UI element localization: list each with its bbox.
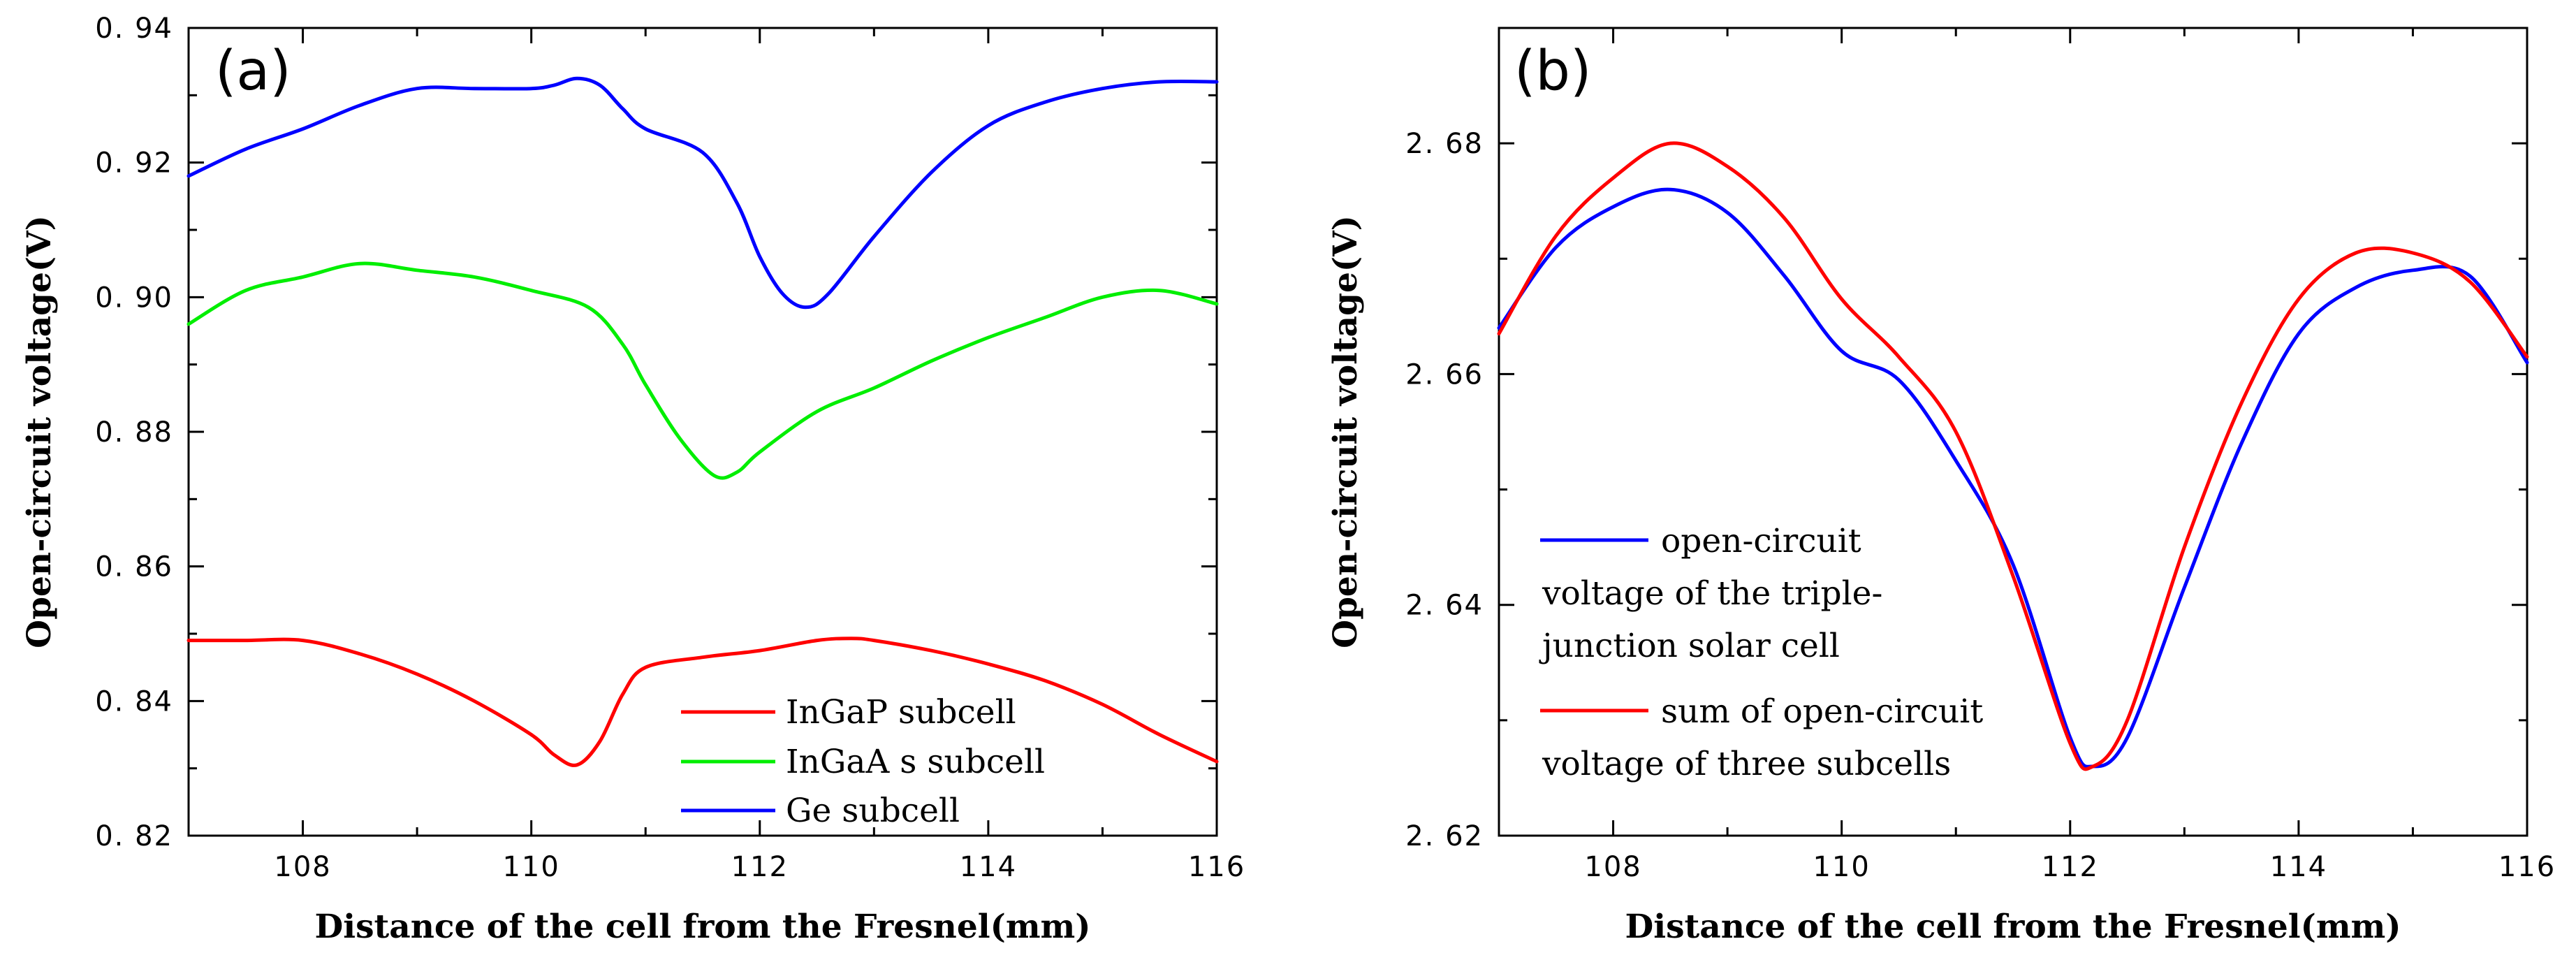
legend-label-ingaas: InGaA s subcell bbox=[786, 743, 1045, 781]
panel-a-series-line-0 bbox=[186, 637, 1219, 767]
legend-label-sum-subcells-line-2: voltage of three subcells bbox=[1542, 745, 1951, 783]
panel-b-frame bbox=[1498, 27, 2529, 837]
panel-b-ytick-label: 2. 68 bbox=[1405, 128, 1484, 160]
panel-a-xtick-label: 108 bbox=[274, 851, 331, 883]
legend-label-sum-subcells-line-1: sum of open-circuit bbox=[1661, 692, 1983, 731]
panel-a-ytick-label: 0. 92 bbox=[95, 147, 173, 180]
panel-a-xtick-label: 116 bbox=[1188, 851, 1245, 883]
panel-b-series-line-1 bbox=[1497, 141, 2529, 771]
legend-label-ingap: InGaP subcell bbox=[786, 693, 1016, 732]
legend-label-triple-junction-line-3: junction solar cell bbox=[1539, 627, 1840, 665]
panel-b-ytick-label: 2. 64 bbox=[1405, 590, 1484, 622]
panel-a-ytick-label: 0. 82 bbox=[95, 820, 173, 852]
panel-a-ytick-label: 0. 90 bbox=[95, 282, 173, 314]
panel-b-xlabel: Distance of the cell from the Fresnel(mm… bbox=[1625, 908, 2401, 946]
panel-b-xtick-label: 108 bbox=[1584, 851, 1641, 883]
panel-a-series-line-2 bbox=[186, 76, 1219, 310]
panel-a-label: (a) bbox=[215, 40, 291, 103]
panel-a: 108 110 112 114 116 0. 82 0. 84 0. 86 0. 88 0. 90… bbox=[20, 13, 1245, 946]
panel-a-ytick-label: 0. 84 bbox=[95, 685, 173, 718]
panel-b-ytick-label: 2. 66 bbox=[1405, 358, 1484, 391]
panel-a-series-line-1 bbox=[186, 261, 1219, 480]
panel-a-ticks: 108 110 112 114 116 0. 82 0. 84 0. 86 0. 88 0. 90… bbox=[95, 13, 1245, 883]
panel-b-xtick-label: 112 bbox=[2042, 851, 2099, 883]
panel-b-xtick-label: 116 bbox=[2498, 851, 2556, 883]
panel-b-ticks: 108 110 112 114 116 2. 62 2. 64 2. 66 2. 68 bbox=[1405, 27, 2556, 883]
panel-a-ytick-label: 0. 88 bbox=[95, 416, 173, 449]
panel-b-ytick-label: 2. 62 bbox=[1405, 820, 1484, 852]
legend-label-triple-junction-line-1: open-circuit bbox=[1661, 522, 1861, 560]
legend-label-ge: Ge subcell bbox=[786, 792, 960, 830]
panel-b-series-line-0 bbox=[1497, 187, 2529, 769]
legend-label-triple-junction-line-2: voltage of the triple- bbox=[1542, 574, 1882, 613]
panel-b-label: (b) bbox=[1514, 40, 1591, 103]
panel-a-ytick-label: 0. 94 bbox=[95, 13, 173, 45]
panel-a-frame bbox=[187, 27, 1218, 837]
panel-a-xlabel: Distance of the cell from the Fresnel(mm… bbox=[314, 908, 1090, 946]
panel-b-xtick-label: 110 bbox=[1813, 851, 1870, 883]
panel-a-ytick-label: 0. 86 bbox=[95, 551, 173, 583]
panel-b-legend: open-circuit voltage of the triple- junc… bbox=[1539, 522, 1983, 783]
panel-a-xtick-label: 110 bbox=[502, 851, 559, 883]
panel-b-series bbox=[1497, 141, 2529, 771]
panel-a-ylabel: Open-circuit voltage(V) bbox=[20, 215, 59, 648]
panel-a-xtick-label: 114 bbox=[960, 851, 1017, 883]
panel-b-xtick-label: 114 bbox=[2270, 851, 2327, 883]
panel-a-xtick-label: 112 bbox=[731, 851, 789, 883]
panel-a-legend: InGaP subcell InGaA s subcell Ge subcell bbox=[681, 693, 1045, 830]
panel-b-ylabel: Open-circuit voltage(V) bbox=[1326, 215, 1365, 648]
panel-a-series bbox=[186, 76, 1219, 767]
